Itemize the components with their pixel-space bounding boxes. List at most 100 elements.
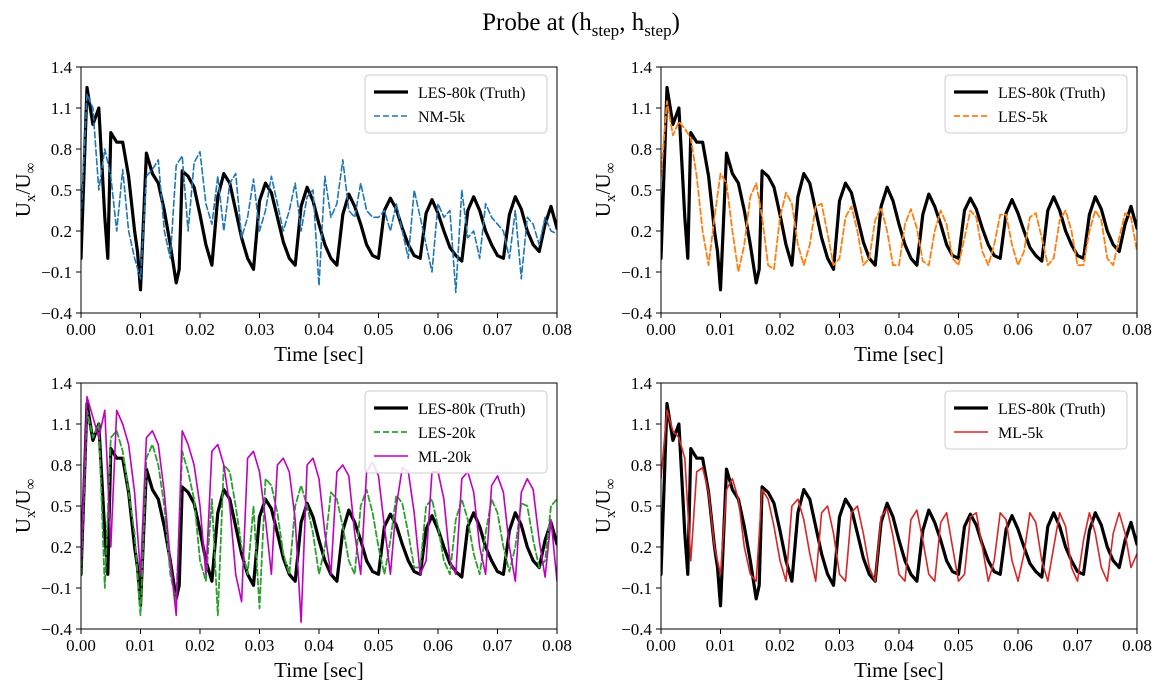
- legend-label: LES-80k (Truth): [418, 85, 525, 102]
- x-tick-label: 0.07: [1063, 320, 1093, 339]
- x-tick-label: 0.03: [825, 636, 855, 655]
- x-tick-label: 0.02: [765, 320, 795, 339]
- y-tick-label: −0.4: [621, 304, 652, 323]
- y-tick-label: 1.1: [631, 415, 652, 434]
- y-tick-label: −0.1: [41, 263, 72, 282]
- legend: LES-80k (Truth) NM-5k: [364, 74, 548, 134]
- x-tick-label: 0.00: [66, 320, 96, 339]
- x-tick-label: 0.00: [646, 636, 676, 655]
- y-tick-label: −0.1: [621, 263, 652, 282]
- x-tick-label: 0.03: [825, 320, 855, 339]
- x-tick-label: 0.07: [483, 320, 513, 339]
- legend-label: ML-20k: [418, 449, 471, 466]
- series-group: [81, 85, 557, 294]
- x-tick-label: 0.03: [245, 636, 275, 655]
- y-tick-label: 1.1: [51, 415, 72, 434]
- legend-box: [364, 390, 548, 474]
- y-tick-label: 1.4: [631, 374, 653, 393]
- x-tick-label: 0.04: [884, 636, 914, 655]
- series-group: [661, 85, 1137, 292]
- series-line-les-80k-truth: [661, 401, 1137, 608]
- x-tick-label: 0.01: [126, 636, 156, 655]
- subplot-bottom-left: 0.00 0.01 0.02 0.03 0.04 0.05 0.06 0.07 0.08 1.4 1…: [11, 374, 572, 682]
- x-tick-label: 0.04: [884, 320, 914, 339]
- y-tick-label: 0.2: [51, 222, 72, 241]
- y-axis-label: Ux/U∞: [591, 479, 619, 533]
- y-tick-label: −0.1: [41, 579, 72, 598]
- y-tick-label: 0.8: [51, 140, 72, 159]
- y-tick-label: −0.4: [41, 620, 72, 639]
- series-line-les-80k-truth: [81, 401, 557, 608]
- y-tick-label: 1.1: [631, 99, 652, 118]
- y-tick-label: 0.8: [631, 456, 652, 475]
- y-tick-label: 0.8: [51, 456, 72, 475]
- legend-label: ML-5k: [998, 425, 1043, 442]
- x-tick-label: 0.00: [66, 636, 96, 655]
- y-tick-label: 0.5: [51, 497, 72, 516]
- series-line-nm-5k: [81, 93, 557, 294]
- x-tick-label: 0.08: [1122, 636, 1152, 655]
- x-tick-label: 0.01: [126, 320, 156, 339]
- x-axis-label: Time [sec]: [854, 342, 944, 366]
- x-tick-label: 0.05: [944, 320, 974, 339]
- x-tick-label: 0.06: [1003, 636, 1033, 655]
- series-group: [661, 401, 1137, 608]
- series-line-ml-5k: [661, 409, 1137, 583]
- x-tick-label: 0.08: [542, 320, 572, 339]
- x-tick-label: 0.06: [423, 320, 453, 339]
- legend-label: LES-20k: [418, 425, 476, 442]
- x-tick-label: 0.03: [245, 320, 275, 339]
- y-tick-label: 0.8: [631, 140, 652, 159]
- y-tick-label: 1.4: [51, 58, 73, 77]
- y-tick-label: 0.5: [631, 497, 652, 516]
- x-tick-label: 0.06: [423, 636, 453, 655]
- legend-label: LES-80k (Truth): [998, 85, 1105, 102]
- x-tick-label: 0.01: [706, 320, 736, 339]
- x-tick-label: 0.05: [364, 320, 394, 339]
- legend-box: [364, 74, 548, 134]
- y-tick-label: 0.5: [631, 181, 652, 200]
- y-tick-label: 1.4: [51, 374, 73, 393]
- y-axis-label: Ux/U∞: [591, 163, 619, 217]
- x-tick-label: 0.08: [542, 636, 572, 655]
- y-tick-label: 0.5: [51, 181, 72, 200]
- legend-box: [944, 74, 1128, 134]
- y-tick-label: 0.2: [51, 538, 72, 557]
- series-group: [81, 395, 557, 624]
- x-tick-label: 0.06: [1003, 320, 1033, 339]
- series-line-les-20k: [81, 409, 557, 617]
- y-axis-label: Ux/U∞: [11, 163, 39, 217]
- x-axis-label: Time [sec]: [854, 658, 944, 682]
- x-tick-label: 0.08: [1122, 320, 1152, 339]
- series-line-les-80k-truth: [661, 85, 1137, 292]
- x-tick-label: 0.00: [646, 320, 676, 339]
- x-tick-label: 0.02: [765, 636, 795, 655]
- legend-box: [944, 390, 1128, 450]
- x-tick-label: 0.02: [185, 636, 215, 655]
- figure-title: Probe at (hstep, hstep): [482, 9, 680, 40]
- legend: LES-80k (Truth) ML-5k: [944, 390, 1128, 450]
- x-axis-label: Time [sec]: [274, 342, 364, 366]
- x-tick-label: 0.07: [483, 636, 513, 655]
- subplot-bottom-right: 0.00 0.01 0.02 0.03 0.04 0.05 0.06 0.07 0.08 1.4 1…: [591, 374, 1152, 682]
- y-tick-label: −0.4: [621, 620, 652, 639]
- legend-label: LES-5k: [998, 109, 1048, 126]
- x-axis-label: Time [sec]: [274, 658, 364, 682]
- x-tick-label: 0.02: [185, 320, 215, 339]
- x-tick-label: 0.04: [304, 320, 334, 339]
- y-tick-label: −0.1: [621, 579, 652, 598]
- legend-label: LES-80k (Truth): [418, 401, 525, 418]
- y-tick-label: 0.2: [631, 538, 652, 557]
- series-line-ml-20k: [81, 395, 557, 624]
- subplot-top-left: 0.00 0.01 0.02 0.03 0.04 0.05 0.06 0.07 0.08 1.4 1…: [11, 58, 572, 366]
- legend: LES-80k (Truth) LES-5k: [944, 74, 1128, 134]
- legend: LES-80k (Truth) LES-20k ML-20k: [364, 390, 548, 474]
- series-line-les-5k: [661, 100, 1137, 273]
- x-tick-label: 0.05: [364, 636, 394, 655]
- y-tick-label: 0.2: [631, 222, 652, 241]
- subplot-top-right: 0.00 0.01 0.02 0.03 0.04 0.05 0.06 0.07 0.08 1.4 1…: [591, 58, 1152, 366]
- y-axis-label: Ux/U∞: [11, 479, 39, 533]
- x-tick-label: 0.05: [944, 636, 974, 655]
- x-tick-label: 0.07: [1063, 636, 1093, 655]
